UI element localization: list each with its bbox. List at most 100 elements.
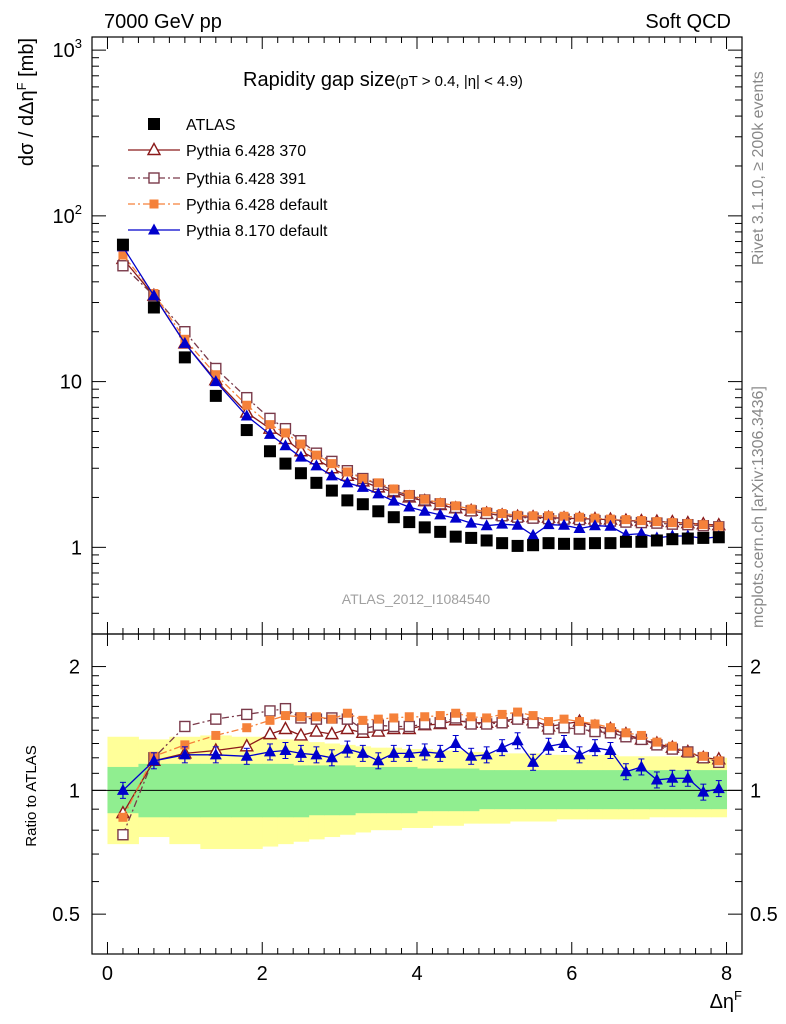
ratio-point-pythia-6-428-370 bbox=[278, 721, 293, 735]
ratio-point-pythia-6-428-default bbox=[265, 715, 275, 725]
point-atlas bbox=[681, 532, 694, 545]
ratio-point-pythia-6-428-391 bbox=[357, 723, 369, 735]
point-pythia-6-428-default bbox=[683, 519, 693, 529]
band-green bbox=[478, 770, 495, 810]
legend-label: Pythia 6.428 370 bbox=[186, 143, 306, 160]
ratio-point-pythia-6-428-default bbox=[544, 717, 554, 727]
point-pythia-6-428-default bbox=[265, 420, 275, 430]
ratio-point-pythia-8-170-default bbox=[240, 749, 253, 761]
point-atlas bbox=[294, 467, 307, 480]
ratio-point-pythia-6-428-370 bbox=[324, 726, 340, 740]
ratio-point-pythia-6-428-default bbox=[311, 712, 321, 722]
ratio-y-axis-label: Ratio to ATLAS bbox=[23, 745, 40, 846]
ratio-point-pythia-8-170-default bbox=[465, 749, 478, 761]
legend-entry-pythia-6-428-370: Pythia 6.428 370 bbox=[128, 142, 306, 160]
band-green bbox=[556, 770, 573, 810]
ratio-point-pythia-6-428-default bbox=[451, 708, 461, 718]
ratio-point-pythia-8-170-default bbox=[449, 736, 462, 748]
ratio-point-pythia-6-428-391 bbox=[117, 829, 129, 841]
legend-entry-pythia-8-170-default: Pythia 8.170 default bbox=[128, 223, 328, 240]
ratio-point-pythia-6-428-default bbox=[404, 712, 414, 722]
point-atlas bbox=[697, 531, 710, 544]
point-pythia-8-170-default bbox=[604, 519, 617, 531]
point-atlas bbox=[325, 484, 338, 497]
point-pythia-6-428-default bbox=[652, 517, 662, 527]
point-pythia-6-428-default bbox=[636, 516, 646, 526]
x-tick-label: 8 bbox=[721, 963, 732, 985]
ratio-point-pythia-6-428-default bbox=[242, 723, 252, 733]
point-pythia-6-428-default bbox=[698, 520, 708, 530]
point-atlas bbox=[588, 537, 601, 550]
ratio-point-pythia-6-428-default bbox=[435, 711, 445, 721]
band-green bbox=[571, 770, 588, 810]
legend-entry-pythia-6-428-391: Pythia 6.428 391 bbox=[128, 171, 306, 188]
point-pythia-6-428-default bbox=[420, 494, 430, 504]
point-pythia-8-170-default bbox=[465, 516, 478, 528]
ratio-point-pythia-6-428-370 bbox=[293, 727, 309, 741]
point-atlas bbox=[666, 533, 679, 546]
ratio-point-pythia-8-170-default bbox=[542, 739, 555, 751]
ratio-point-pythia-8-170-default bbox=[635, 760, 648, 772]
point-atlas bbox=[712, 531, 725, 544]
point-pythia-6-428-default bbox=[528, 511, 538, 521]
header-left: 7000 GeV pp bbox=[104, 11, 222, 33]
ratio-point-pythia-8-170-default bbox=[558, 736, 571, 748]
legend-label: Pythia 6.428 391 bbox=[186, 171, 306, 188]
ratio-point-pythia-6-428-default bbox=[482, 713, 492, 723]
ratio-point-pythia-8-170-default bbox=[341, 742, 354, 754]
ratio-point-pythia-8-170-default bbox=[681, 771, 694, 783]
main-axis-ticks: 1 10 102 103 bbox=[53, 36, 742, 635]
band-green bbox=[587, 770, 604, 810]
point-pythia-8-170-default bbox=[263, 427, 276, 439]
x-tick-label: 6 bbox=[566, 963, 577, 985]
ratio-point-pythia-6-428-391 bbox=[558, 722, 570, 734]
ratio-plot-panel: 0 2 4 6 80.5 0.51 12 2 Ratio to ATLAS ΔηF bbox=[23, 633, 778, 1013]
ratio-point-pythia-6-428-default bbox=[389, 713, 399, 723]
legend-marker bbox=[148, 118, 160, 130]
point-pythia-6-428-default bbox=[327, 459, 337, 469]
point-pythia-6-428-default bbox=[358, 474, 368, 484]
ratio-point-pythia-6-428-default bbox=[358, 715, 368, 725]
point-atlas bbox=[387, 511, 400, 524]
point-atlas bbox=[310, 476, 323, 489]
point-atlas bbox=[147, 301, 160, 314]
point-pythia-8-170-default bbox=[240, 409, 253, 421]
band-green bbox=[494, 770, 511, 810]
point-pythia-8-170-default bbox=[496, 517, 509, 529]
point-pythia-6-428-default bbox=[118, 250, 128, 260]
ratio-axis-ticks: 0 2 4 6 8 0.5 0.5 1 1 2 2 bbox=[52, 634, 778, 985]
main-title-cuts: (pT > 0.4, |η| < 4.9) bbox=[395, 73, 523, 90]
ratio-point-pythia-8-170-default bbox=[434, 746, 447, 758]
point-pythia-6-428-default bbox=[575, 512, 584, 522]
point-pythia-8-170-default bbox=[511, 518, 524, 530]
point-pythia-8-170-default bbox=[434, 508, 447, 520]
ratio-point-pythia-6-428-391 bbox=[496, 717, 508, 729]
point-pythia-8-170-default bbox=[372, 487, 385, 499]
main-title-text: Rapidity gap size bbox=[243, 69, 395, 91]
ratio-point-pythia-6-428-370 bbox=[309, 723, 324, 737]
ratio-point-pythia-8-170-default bbox=[604, 744, 617, 756]
point-pythia-6-428-default bbox=[482, 507, 492, 517]
ratio-point-pythia-8-170-default bbox=[511, 734, 524, 746]
point-pythia-8-170-default bbox=[279, 439, 292, 451]
point-pythia-6-428-default bbox=[280, 428, 290, 438]
ratio-point-pythia-8-170-default bbox=[387, 746, 400, 758]
point-atlas bbox=[403, 516, 416, 529]
point-pythia-6-428-391 bbox=[117, 260, 129, 272]
point-pythia-6-428-default bbox=[590, 513, 600, 523]
ratio-point-pythia-8-170-default bbox=[325, 751, 338, 763]
ratio-y-tick-label-left: 0.5 bbox=[52, 904, 80, 926]
ratio-y-tick-label-right: 1 bbox=[750, 780, 761, 802]
point-atlas bbox=[511, 539, 524, 552]
point-pythia-6-428-default bbox=[435, 498, 445, 508]
ratio-point-pythia-6-428-default bbox=[559, 714, 569, 724]
ratio-point-pythia-8-170-default bbox=[116, 783, 129, 795]
ratio-point-pythia-8-170-default bbox=[666, 771, 679, 783]
point-atlas bbox=[263, 445, 276, 458]
ratio-point-pythia-6-428-391 bbox=[403, 720, 415, 733]
band-green bbox=[633, 770, 650, 810]
band-green bbox=[432, 768, 449, 812]
ratio-point-pythia-8-170-default bbox=[480, 748, 493, 760]
point-pythia-8-170-default bbox=[387, 494, 400, 506]
